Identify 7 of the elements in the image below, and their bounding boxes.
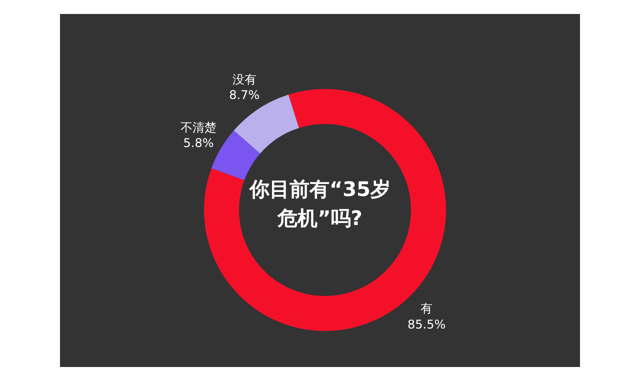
data-label: 85.5% — [407, 317, 446, 332]
data-label: 5.8% — [183, 136, 214, 150]
text: 你目前有“35岁危机”吗? — [248, 176, 392, 232]
data-label: 8.7% — [229, 88, 260, 102]
slice-label: 有 — [420, 302, 433, 316]
slice-label: 不清楚 — [180, 120, 217, 134]
slice-label: 没有 — [232, 72, 256, 86]
